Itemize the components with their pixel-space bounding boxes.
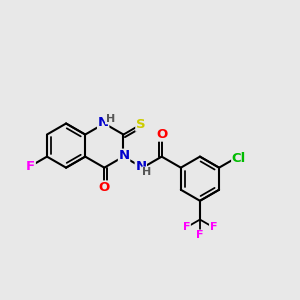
Text: N: N bbox=[118, 149, 130, 162]
Text: F: F bbox=[196, 230, 204, 240]
Text: F: F bbox=[26, 160, 35, 172]
Text: O: O bbox=[99, 181, 110, 194]
Text: N: N bbox=[98, 116, 109, 129]
Text: O: O bbox=[157, 128, 168, 141]
Text: H: H bbox=[106, 114, 115, 124]
Text: S: S bbox=[136, 118, 146, 131]
Text: F: F bbox=[210, 222, 217, 232]
Text: Cl: Cl bbox=[232, 152, 246, 165]
Text: N: N bbox=[135, 160, 146, 173]
Text: H: H bbox=[142, 167, 151, 177]
Text: F: F bbox=[183, 222, 190, 232]
